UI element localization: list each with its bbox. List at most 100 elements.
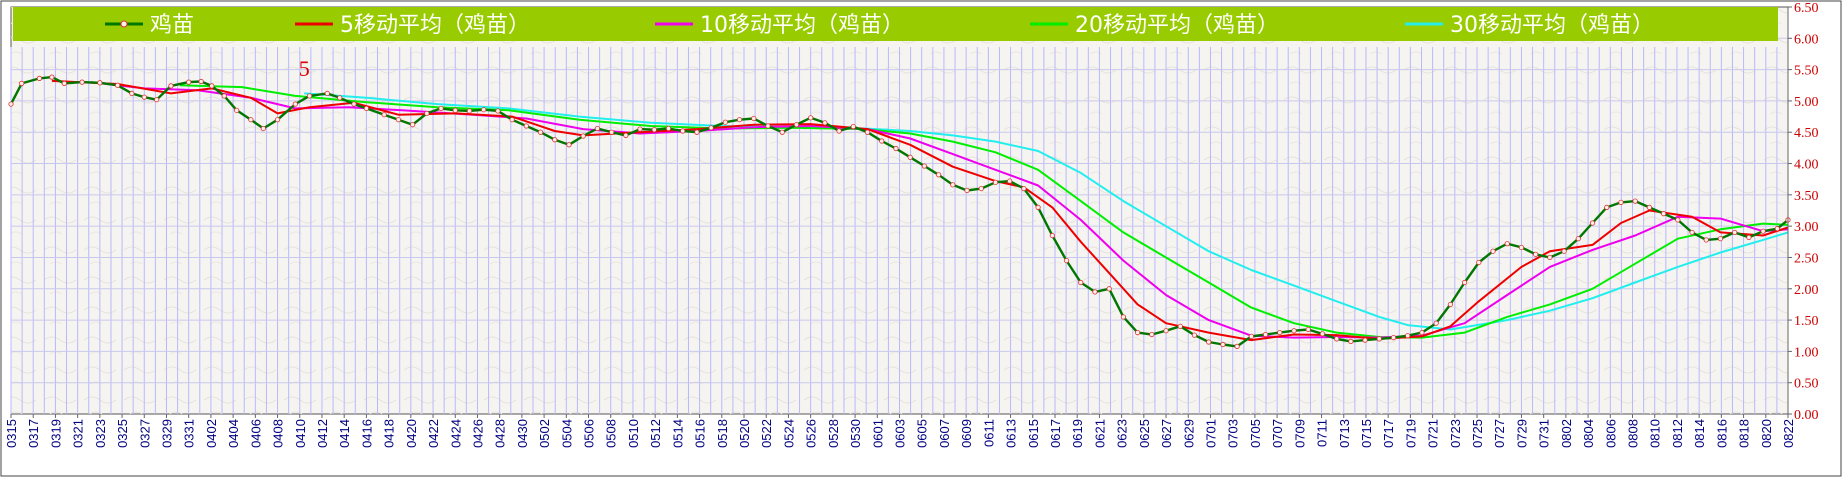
x-tick-label: 0412 — [315, 419, 330, 448]
y-tick-label: 6.50 — [1794, 1, 1819, 16]
x-tick-label: 0522 — [759, 419, 774, 448]
x-tick-label: 0814 — [1692, 419, 1707, 448]
data-point — [609, 129, 615, 135]
series-line-3 — [179, 84, 1789, 339]
data-point — [623, 132, 629, 138]
data-point — [1589, 220, 1596, 226]
data-point — [1106, 286, 1112, 292]
data-point — [1689, 229, 1695, 236]
data-point — [950, 182, 956, 188]
x-tick-label: 0603 — [893, 419, 908, 448]
x-tick-label: 0808 — [1626, 419, 1641, 448]
data-point — [864, 129, 871, 135]
data-point — [495, 108, 501, 114]
y-tick-label: 5.00 — [1794, 95, 1819, 110]
data-point — [779, 129, 785, 135]
data-point — [651, 127, 657, 133]
data-point — [1220, 341, 1226, 348]
x-tick-label: 0418 — [382, 419, 397, 448]
x-tick-label: 0516 — [693, 419, 708, 448]
x-tick-label: 0315 — [4, 419, 19, 448]
legend-label: 20移动平均（鸡苗） — [1075, 13, 1279, 38]
data-point — [1348, 338, 1354, 344]
data-point — [1746, 234, 1752, 241]
data-point — [1334, 336, 1340, 342]
data-point — [141, 94, 147, 100]
x-tick-label: 0816 — [1714, 419, 1729, 448]
data-point — [1234, 343, 1240, 349]
y-tick-label: 5.50 — [1794, 64, 1819, 79]
legend-label: 鸡苗 — [150, 13, 194, 38]
data-point — [907, 154, 913, 160]
x-tick-label: 0719 — [1403, 419, 1418, 448]
x-tick-label: 0329 — [159, 419, 174, 448]
data-point — [1504, 241, 1510, 247]
data-point — [36, 75, 43, 81]
data-point — [168, 83, 174, 89]
x-tick-label: 0520 — [737, 419, 752, 448]
legend-marker — [120, 20, 128, 28]
x-tick-label: 0414 — [337, 419, 352, 448]
series-line-2 — [90, 81, 1789, 339]
data-point — [381, 112, 387, 118]
y-tick-label: 4.50 — [1794, 126, 1819, 141]
data-point — [1561, 248, 1567, 254]
legend-label: 30移动平均（鸡苗） — [1450, 13, 1654, 38]
data-point — [260, 125, 266, 132]
data-point — [1049, 232, 1055, 239]
x-tick-label: 0325 — [115, 419, 130, 448]
data-point — [523, 123, 529, 129]
data-point — [893, 145, 899, 152]
data-point — [1135, 329, 1141, 336]
x-tick-label: 0619 — [1070, 419, 1085, 448]
x-tick-label: 0717 — [1381, 419, 1396, 448]
data-point — [292, 101, 298, 107]
data-point — [708, 125, 714, 131]
y-tick-label: 2.00 — [1794, 283, 1819, 298]
data-point — [1490, 248, 1496, 254]
x-tick-label: 0705 — [1248, 419, 1263, 448]
data-point — [1405, 333, 1411, 339]
vertical-gridlines — [10, 47, 1789, 414]
data-point — [1461, 279, 1468, 286]
data-point — [452, 107, 458, 113]
data-point — [964, 187, 970, 194]
x-tick-label: 0406 — [248, 419, 263, 448]
data-point — [1206, 339, 1212, 345]
data-point — [1120, 314, 1127, 320]
x-tick-label: 0723 — [1448, 419, 1463, 448]
data-point — [186, 79, 192, 85]
legend-label: 10移动平均（鸡苗） — [700, 13, 904, 38]
data-point — [509, 117, 515, 123]
data-point — [1703, 237, 1709, 243]
x-tick-label: 0416 — [359, 419, 374, 448]
legend-label: 5移动平均（鸡苗） — [340, 13, 530, 38]
x-tick-label: 0508 — [604, 419, 619, 448]
data-point — [1007, 178, 1013, 184]
data-point — [274, 117, 281, 123]
x-tick-label: 0729 — [1514, 419, 1529, 448]
data-point — [115, 82, 121, 88]
data-point — [248, 117, 254, 123]
data-point — [1035, 204, 1041, 210]
data-point — [1575, 236, 1581, 242]
data-point — [49, 74, 55, 80]
data-point — [1163, 328, 1169, 334]
x-tick-label: 0518 — [715, 419, 730, 448]
data-point — [935, 172, 942, 178]
data-point — [1447, 301, 1453, 308]
series-line-1 — [51, 79, 1789, 342]
data-point — [466, 108, 473, 114]
x-tick-label: 0721 — [1426, 419, 1441, 448]
data-point — [424, 110, 430, 117]
data-point — [1063, 257, 1070, 264]
data-point — [680, 128, 686, 134]
x-tick-label: 0621 — [1092, 419, 1107, 448]
data-point — [306, 93, 313, 99]
data-point — [1291, 328, 1297, 334]
y-tick-label: 6.00 — [1794, 32, 1819, 47]
x-tick-label: 0327 — [137, 419, 152, 448]
data-point — [637, 126, 643, 132]
data-point — [665, 125, 672, 132]
